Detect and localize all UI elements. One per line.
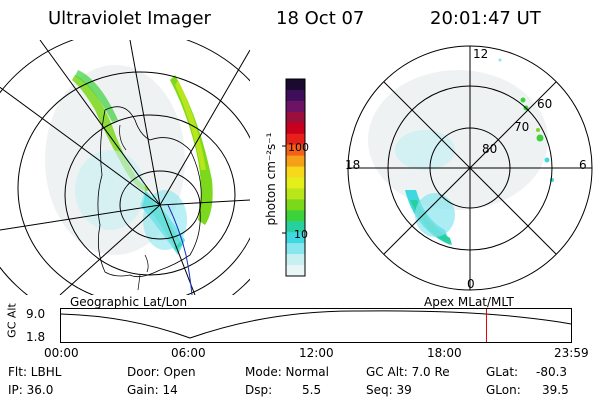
timeline-tick-4: 23:59 [554, 346, 589, 360]
left-panel-caption: Geographic Lat/Lon [70, 295, 188, 309]
colorbar-segment [286, 79, 305, 91]
timeline-axis-label: GC Alt [5, 303, 19, 338]
colorbar-segment [286, 166, 305, 178]
observation-date: 18 Oct 07 [276, 8, 365, 29]
colorbar-segment [286, 111, 305, 124]
filter-info: Flt: LBHL [8, 365, 62, 379]
door-info: Door: Open [127, 365, 196, 379]
gain-info: Gain: 14 [127, 383, 178, 397]
colorbar-segment [286, 188, 305, 200]
right-panel-caption: Apex MLat/MLT [424, 295, 514, 309]
timeline-ymin: 1.8 [26, 330, 46, 344]
mlt-label-0: 0 [467, 277, 475, 291]
glon-value: 39.5 [542, 383, 569, 397]
glon-label: GLon: [486, 383, 521, 397]
timeline-tick-0: 00:00 [44, 346, 79, 360]
gc-alt-info: GC Alt: 7.0 Re [366, 365, 450, 379]
colorbar-tick-10: 10 [294, 228, 308, 241]
colorbar-segment [286, 133, 305, 146]
colorbar-segment [286, 221, 305, 233]
geographic-map [0, 40, 250, 295]
timeline-tick-3: 18:00 [427, 346, 462, 360]
polar-emission [368, 58, 554, 245]
ip-info: IP: 36.0 [8, 383, 54, 397]
instrument-title: Ultraviolet Imager [48, 8, 211, 29]
mlt-label-18: 18 [345, 158, 361, 172]
colorbar-segment [286, 89, 305, 102]
colorbar-segment [286, 210, 305, 222]
colorbar [282, 78, 306, 277]
observation-time: 20:01:47 UT [430, 8, 541, 29]
mlat-label-60: 60 [537, 97, 553, 111]
glat-value: -80.3 [536, 365, 568, 379]
colorbar-tick-100: 100 [288, 141, 309, 154]
colorbar-segment [286, 100, 305, 113]
colorbar-segment [286, 243, 305, 255]
colorbar-segment [286, 232, 305, 244]
colorbar-segment [286, 177, 305, 189]
colorbar-segment [286, 122, 305, 135]
mlt-label-6: 6 [579, 158, 587, 172]
altitude-timeline [60, 308, 572, 343]
colorbar-segment [286, 265, 305, 277]
mlt-label-12: 12 [473, 47, 489, 61]
mlat-label-80: 80 [482, 142, 498, 156]
mlat-label-70: 70 [514, 120, 530, 134]
colorbar-segment [286, 254, 305, 266]
timeline-tick-1: 06:00 [171, 346, 206, 360]
polar-plot [347, 45, 593, 291]
seq-info: Seq: 39 [366, 383, 412, 397]
glat-label: GLat: [486, 365, 519, 379]
colorbar-segment [286, 155, 305, 168]
dsp-value: 5.5 [302, 383, 322, 397]
colorbar-segment [286, 199, 305, 211]
timeline-ymax: 9.0 [26, 307, 46, 321]
colorbar-segment [286, 144, 305, 157]
mode-info: Mode: Normal [245, 365, 329, 379]
timeline-tick-2: 12:00 [299, 346, 334, 360]
dsp-label: Dsp: [245, 383, 273, 397]
colorbar-unit-label: photon cm⁻²s⁻¹ [264, 132, 278, 226]
